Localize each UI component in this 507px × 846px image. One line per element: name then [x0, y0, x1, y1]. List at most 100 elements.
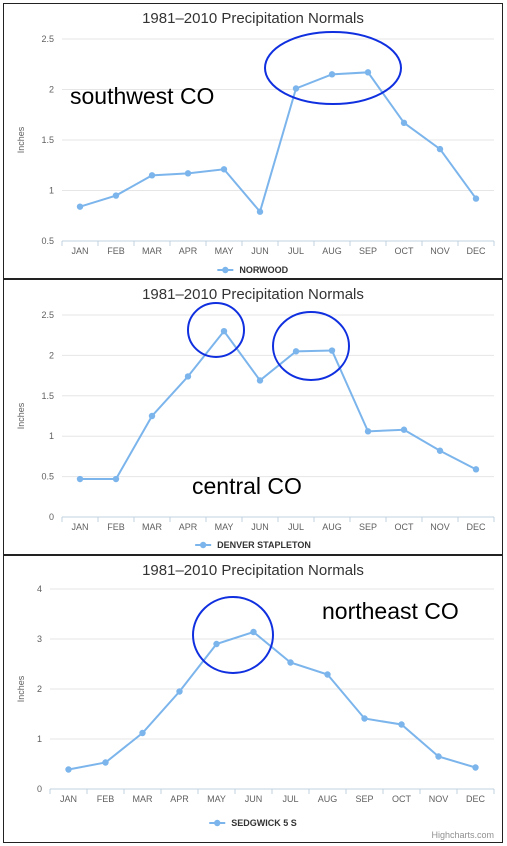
y-tick-label: 2 [37, 684, 42, 694]
x-tick-label: FEB [107, 522, 125, 532]
data-point[interactable] [361, 715, 368, 722]
y-tick-label: 1.5 [41, 135, 54, 145]
x-tick-label: SEP [355, 794, 373, 804]
y-tick-label: 0 [37, 784, 42, 794]
x-tick-label: FEB [97, 794, 115, 804]
x-tick-label: APR [179, 522, 198, 532]
series-line [68, 630, 476, 771]
data-point[interactable] [213, 640, 220, 648]
y-tick-label: 4 [37, 584, 42, 594]
data-point[interactable] [292, 85, 300, 92]
data-point[interactable] [148, 172, 156, 179]
data-point[interactable] [256, 208, 264, 215]
data-point[interactable] [472, 195, 480, 202]
x-tick-label: JAN [71, 246, 88, 256]
data-point[interactable] [324, 671, 331, 678]
region-annotation: central CO [192, 473, 302, 499]
data-point[interactable] [250, 628, 257, 636]
data-point[interactable] [256, 377, 264, 384]
series-line [79, 71, 477, 214]
legend-label: DENVER STAPLETON [217, 540, 311, 550]
legend-marker [222, 266, 229, 274]
data-point[interactable] [102, 759, 109, 766]
data-point[interactable] [292, 348, 300, 355]
data-point[interactable] [184, 373, 192, 380]
x-tick-label: NOV [429, 794, 449, 804]
legend-item[interactable]: SEDGWICK 5 S [209, 818, 297, 828]
data-point[interactable] [328, 71, 336, 78]
y-tick-label: 1 [49, 186, 54, 196]
data-point[interactable] [220, 166, 228, 173]
data-point[interactable] [436, 447, 444, 454]
data-point[interactable] [398, 721, 405, 728]
x-tick-label: AUG [318, 794, 338, 804]
data-point[interactable] [148, 412, 156, 420]
data-point[interactable] [65, 766, 72, 773]
y-axis-title: Inches [16, 126, 26, 153]
region-annotation: southwest CO [70, 83, 214, 109]
data-point[interactable] [328, 347, 336, 354]
data-point[interactable] [176, 688, 183, 695]
data-point[interactable] [184, 170, 192, 177]
x-tick-label: AUG [322, 246, 342, 256]
data-point[interactable] [112, 192, 120, 199]
legend-marker [199, 541, 207, 549]
credits-link[interactable]: Highcharts.com [431, 830, 494, 840]
x-tick-label: APR [170, 794, 189, 804]
data-point[interactable] [76, 475, 84, 483]
data-point[interactable] [364, 69, 372, 76]
data-point[interactable] [472, 764, 479, 771]
x-tick-label: OCT [392, 794, 412, 804]
y-tick-label: 3 [37, 634, 42, 644]
chart-panel-southwest: 1981–2010 Precipitation Normals 0.5 1 1.5 2 2… [3, 3, 503, 279]
data-point[interactable] [400, 426, 408, 433]
y-tick-label: 2 [49, 85, 54, 95]
highlight-circle [187, 302, 245, 358]
x-tick-label: JUN [245, 794, 263, 804]
chart-svg-3: 1981–2010 Precipitation Normals 0 1 2 3 4 JAN F… [16, 562, 495, 840]
y-tick-label: 2.5 [41, 34, 54, 44]
y-tick-label: 2.5 [41, 310, 54, 320]
x-tick-label: MAR [142, 522, 163, 532]
highlight-circle [192, 596, 274, 674]
y-tick-label: 0.5 [41, 236, 54, 246]
data-point[interactable] [139, 729, 146, 737]
legend-item[interactable]: DENVER STAPLETON [195, 540, 311, 550]
x-tick-label: DEC [466, 246, 486, 256]
y-axis-title: Inches [16, 675, 26, 702]
x-tick-label: OCT [395, 522, 415, 532]
chart-svg-2: 1981–2010 Precipitation Normals 0 0.5 1 1.5 2… [16, 286, 495, 550]
data-point[interactable] [436, 145, 444, 153]
x-tick-label: JUL [282, 794, 298, 804]
x-tick-label: JAN [60, 794, 77, 804]
x-tick-label: FEB [107, 246, 125, 256]
data-point[interactable] [220, 327, 228, 335]
data-point[interactable] [76, 203, 84, 210]
x-tick-label: JUN [251, 522, 269, 532]
chart-panel-central: 1981–2010 Precipitation Normals 0 0.5 1 1.5 2… [3, 279, 503, 555]
x-tick-label: OCT [395, 246, 415, 256]
data-point[interactable] [287, 659, 294, 666]
y-tick-label: 2 [49, 350, 54, 360]
x-tick-label: DEC [466, 794, 486, 804]
data-point[interactable] [112, 475, 120, 483]
x-tick-label: MAR [142, 246, 163, 256]
y-tick-label: 0.5 [41, 472, 54, 482]
x-tick-label: DEC [466, 522, 486, 532]
chart-title: 1981–2010 Precipitation Normals [142, 10, 364, 27]
y-tick-label: 1 [37, 734, 42, 744]
highlight-circle [264, 31, 402, 105]
x-tick-label: MAY [215, 246, 234, 256]
y-tick-label: 0 [49, 512, 54, 522]
region-annotation: northeast CO [322, 598, 459, 624]
legend-item[interactable]: NORWOOD [217, 265, 289, 275]
data-point[interactable] [435, 753, 442, 760]
y-axis-title: Inches [16, 402, 26, 429]
highlight-circle [272, 311, 350, 381]
data-point[interactable] [364, 428, 372, 435]
x-tick-label: SEP [359, 522, 377, 532]
data-point[interactable] [400, 119, 408, 127]
x-tick-label: AUG [322, 522, 342, 532]
data-point[interactable] [472, 466, 480, 473]
x-tick-label: APR [179, 246, 198, 256]
